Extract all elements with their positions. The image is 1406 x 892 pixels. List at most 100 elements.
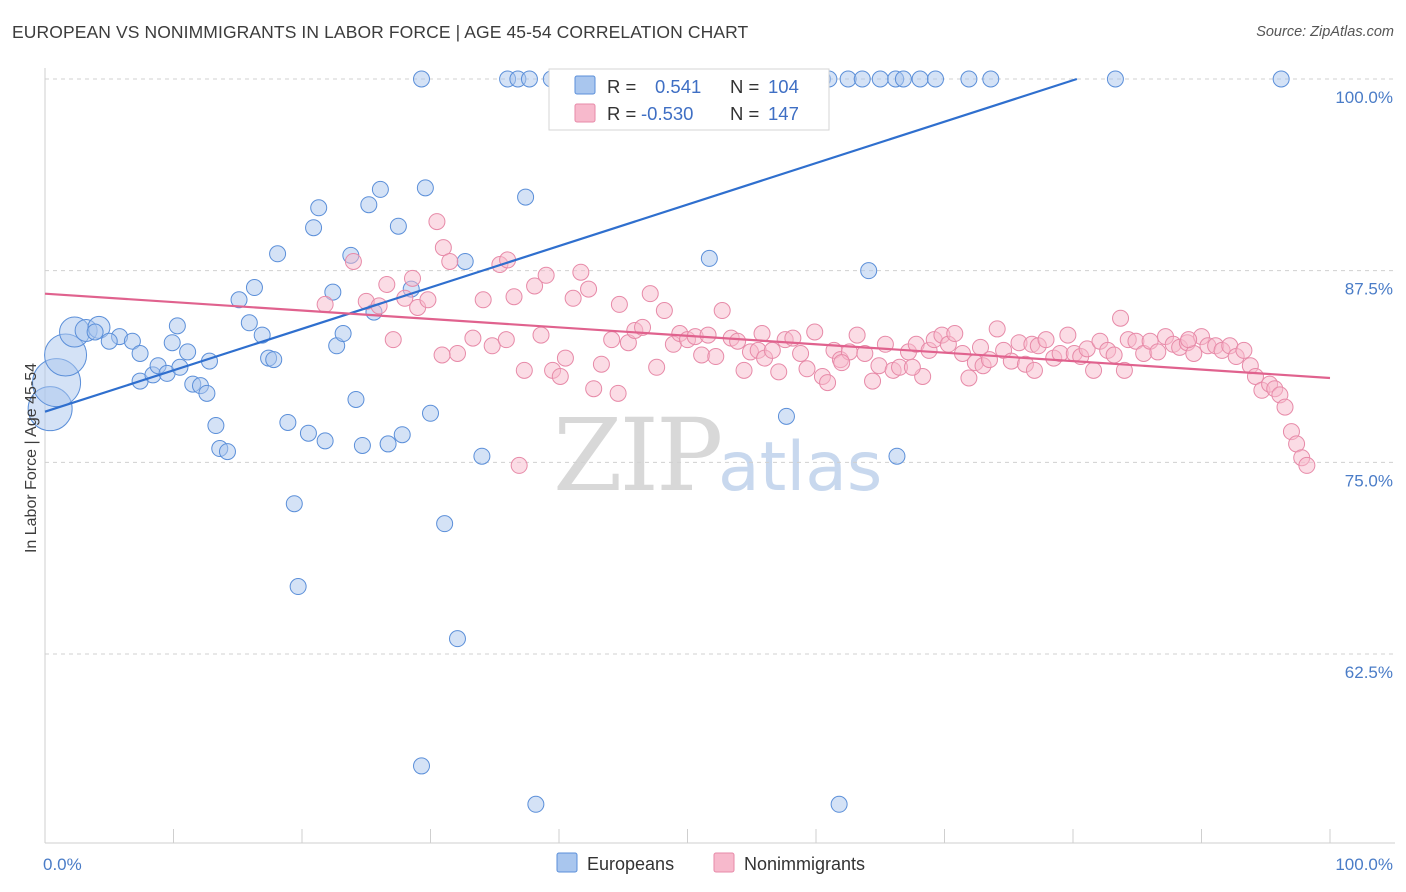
nonimmigrants-point-104 — [1105, 346, 1123, 364]
nonimmigrants-point-136 — [609, 384, 627, 402]
nonimmigrants-point-133 — [1298, 456, 1316, 474]
europeans-point-102 — [982, 70, 1000, 88]
nonimmigrants-trend-line — [44, 292, 1331, 380]
y-tick-label-1: 87.5% — [1345, 280, 1393, 299]
x-tick-label-min: 0.0% — [43, 855, 82, 874]
nonimmigrants-point-32 — [592, 355, 610, 373]
europeans-point-97 — [888, 447, 906, 465]
europeans-point-99 — [911, 70, 929, 88]
y-axis-label: In Labor Force | Age 45-54 — [23, 363, 40, 553]
nonimmigrants-point-97 — [1059, 326, 1077, 344]
stats-box: R = 0.541 N = 104 R = -0.530 N = 147 — [548, 68, 830, 131]
y-tick-label-2: 75.0% — [1345, 471, 1393, 490]
europeans-point-94 — [860, 262, 878, 280]
europeans-point-50 — [389, 217, 407, 235]
europeans-point-18 — [179, 343, 197, 361]
europeans-point-6 — [86, 323, 104, 341]
europeans-point-49 — [379, 435, 397, 453]
watermark-atlas: atlas — [718, 428, 882, 507]
nonimmigrants-point-51 — [735, 361, 753, 379]
europeans-point-25 — [218, 443, 236, 461]
nonimmigrants-point-47 — [707, 348, 725, 366]
nonimmigrants-point-81 — [946, 325, 964, 343]
nonimmigrants-point-59 — [792, 344, 810, 362]
europeans-trend-line — [44, 77, 1078, 413]
nonimmigrants-point-45 — [693, 346, 711, 364]
nonimmigrants-point-100 — [1078, 340, 1096, 358]
europeans-point-37 — [305, 219, 323, 237]
europeans-point-92 — [839, 70, 857, 88]
europeans-point-21 — [198, 384, 216, 402]
nonimmigrants-point-110 — [1149, 343, 1167, 361]
nonimmigrants-point-16 — [483, 337, 501, 355]
europeans-point-91 — [830, 795, 848, 813]
nonimmigrants-point-7 — [404, 269, 422, 287]
nonimmigrants-point-48 — [713, 302, 731, 320]
europeans-point-11 — [163, 334, 181, 352]
tick-labels: 100.0% 87.5% 75.0% 62.5% 0.0% 100.0% — [43, 88, 1393, 874]
europeans-point-42 — [334, 325, 352, 343]
nonimmigrants-point-129 — [1276, 398, 1294, 416]
chart-title: EUROPEAN VS NONIMMIGRANTS IN LABOR FORCE… — [12, 22, 749, 42]
europeans-point-8 — [123, 332, 141, 350]
nonimmigrants-point-56 — [770, 363, 788, 381]
legend-nonimmigrants-label: Nonimmigrants — [744, 854, 865, 874]
europeans-point-53 — [413, 757, 431, 775]
nonimmigrants-point-89 — [1002, 352, 1020, 370]
europeans-point-16 — [168, 317, 186, 335]
nonimmigrants-point-11 — [434, 239, 452, 257]
europeans-point-54 — [413, 70, 431, 88]
europeans-point-48 — [371, 180, 389, 198]
nonimmigrants-point-122 — [1235, 341, 1253, 359]
europeans-point-38 — [310, 199, 328, 217]
nonimmigrants-point-70 — [870, 357, 888, 375]
europeans-point-9 — [100, 332, 118, 350]
stats-nonimmigrants-swatch — [574, 103, 596, 123]
nonimmigrants-point-37 — [634, 318, 652, 336]
axes — [44, 68, 1395, 844]
nonimmigrants-point-143 — [1180, 331, 1198, 349]
europeans-point-58 — [448, 630, 466, 648]
nonimmigrants-point-29 — [572, 263, 590, 281]
europeans-point-40 — [324, 283, 342, 301]
legend-nonimmigrants-swatch — [713, 852, 735, 873]
nonimmigrants-point-141 — [1025, 361, 1043, 379]
europeans-point-63 — [520, 70, 538, 88]
europeans-point-44 — [347, 390, 365, 408]
nonimmigrants-point-33 — [603, 331, 621, 349]
nonimmigrants-point-67 — [848, 326, 866, 344]
nonimmigrants-point-23 — [532, 326, 550, 344]
legend-europeans-label: Europeans — [587, 854, 674, 874]
nonimmigrants-point-31 — [585, 380, 603, 398]
europeans-point-59 — [456, 252, 474, 270]
nonimmigrants-point-22 — [526, 277, 544, 295]
stats-box-frame — [548, 68, 830, 131]
nonimmigrants-point-24 — [537, 266, 555, 284]
stats-europeans-swatch — [574, 75, 596, 95]
stats-nonimmigrants-n-value: 147 — [768, 103, 799, 124]
europeans-point-104 — [1272, 70, 1290, 88]
stats-nonimmigrants-r-label: R = — [607, 103, 636, 124]
stats-europeans-r-value: 0.541 — [655, 76, 701, 97]
nonimmigrants-point-135 — [497, 331, 515, 349]
source-credit: Source: ZipAtlas.com — [1256, 24, 1394, 40]
nonimmigrants-point-4 — [378, 275, 396, 293]
nonimmigrants-point-94 — [1037, 331, 1055, 349]
nonimmigrants-point-0 — [316, 295, 334, 313]
nonimmigrants-point-10 — [428, 213, 446, 231]
europeans-point-29 — [253, 326, 271, 344]
europeans-point-33 — [279, 413, 297, 431]
trend-lines — [44, 77, 1331, 413]
nonimmigrants-point-39 — [648, 358, 666, 376]
europeans-point-56 — [422, 404, 439, 422]
legend-europeans-swatch — [556, 852, 578, 873]
nonimmigrants-point-1 — [344, 252, 362, 270]
stats-europeans-n-value: 104 — [768, 76, 799, 97]
stats-europeans-r-label: R = — [607, 76, 636, 97]
stats-europeans-n-label: N = — [730, 76, 759, 97]
nonimmigrants-point-20 — [510, 456, 528, 474]
legend: Europeans Nonimmigrants — [556, 852, 865, 874]
nonimmigrants-point-46 — [699, 326, 717, 344]
nonimmigrants-point-34 — [610, 295, 628, 313]
